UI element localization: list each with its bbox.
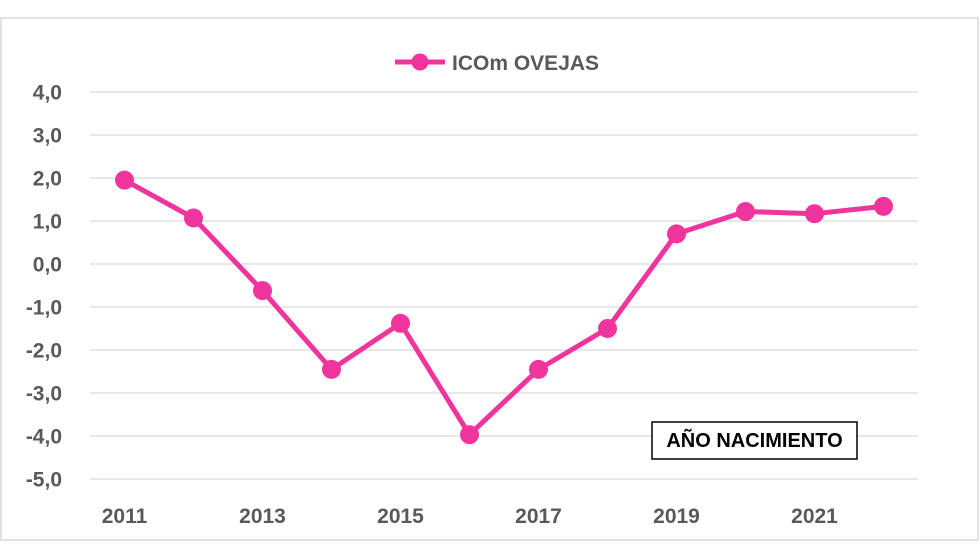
y-tick-label: 4,0 [33,82,62,105]
data-point [115,170,134,190]
x-tick-label: 2013 [239,505,286,528]
x-tick-label: 2015 [377,505,424,528]
annotation-label: AÑO NACIMIENTO [666,429,842,452]
y-tick-label: -1,0 [26,297,62,320]
chart-border [0,17,979,541]
data-point [460,425,479,445]
x-tick-label: 2019 [653,505,700,528]
y-tick-label: -2,0 [26,340,62,363]
data-point [598,319,617,338]
series-layer [115,170,893,445]
data-point [253,281,272,301]
y-tick-label: -4,0 [26,426,62,449]
gridlines [90,91,918,480]
x-axis-tick-labels: 2011 2013 2015 2017 2019 2021 [102,505,838,528]
x-tick-label: 2011 [102,505,148,528]
series-line [122,177,886,438]
y-tick-label: -5,0 [26,469,62,492]
data-point [529,359,548,379]
data-point [736,202,755,222]
data-point [874,196,893,216]
data-point [805,204,824,224]
legend: ICOm OVEJAS [395,52,599,75]
y-tick-label: -3,0 [26,383,62,406]
x-tick-label: 2021 [791,505,838,528]
data-point [184,208,203,228]
y-tick-label: 0,0 [33,254,62,277]
y-tick-label: 3,0 [33,125,62,148]
y-tick-label: 2,0 [33,168,62,191]
y-axis-tick-labels: 4,0 3,0 2,0 1,0 0,0 -1,0 -2,0 -3,0 -4,0 -5,0 [26,82,62,492]
data-point [391,313,410,333]
y-tick-label: 1,0 [33,211,62,234]
data-point [322,359,341,379]
x-tick-label: 2017 [515,505,562,528]
annotation-border [651,421,858,460]
legend-marker-swatch [411,53,429,71]
legend-label: ICOm OVEJAS [452,52,599,75]
annotation-box: AÑO NACIMIENTO [651,421,858,460]
data-point [667,224,686,244]
